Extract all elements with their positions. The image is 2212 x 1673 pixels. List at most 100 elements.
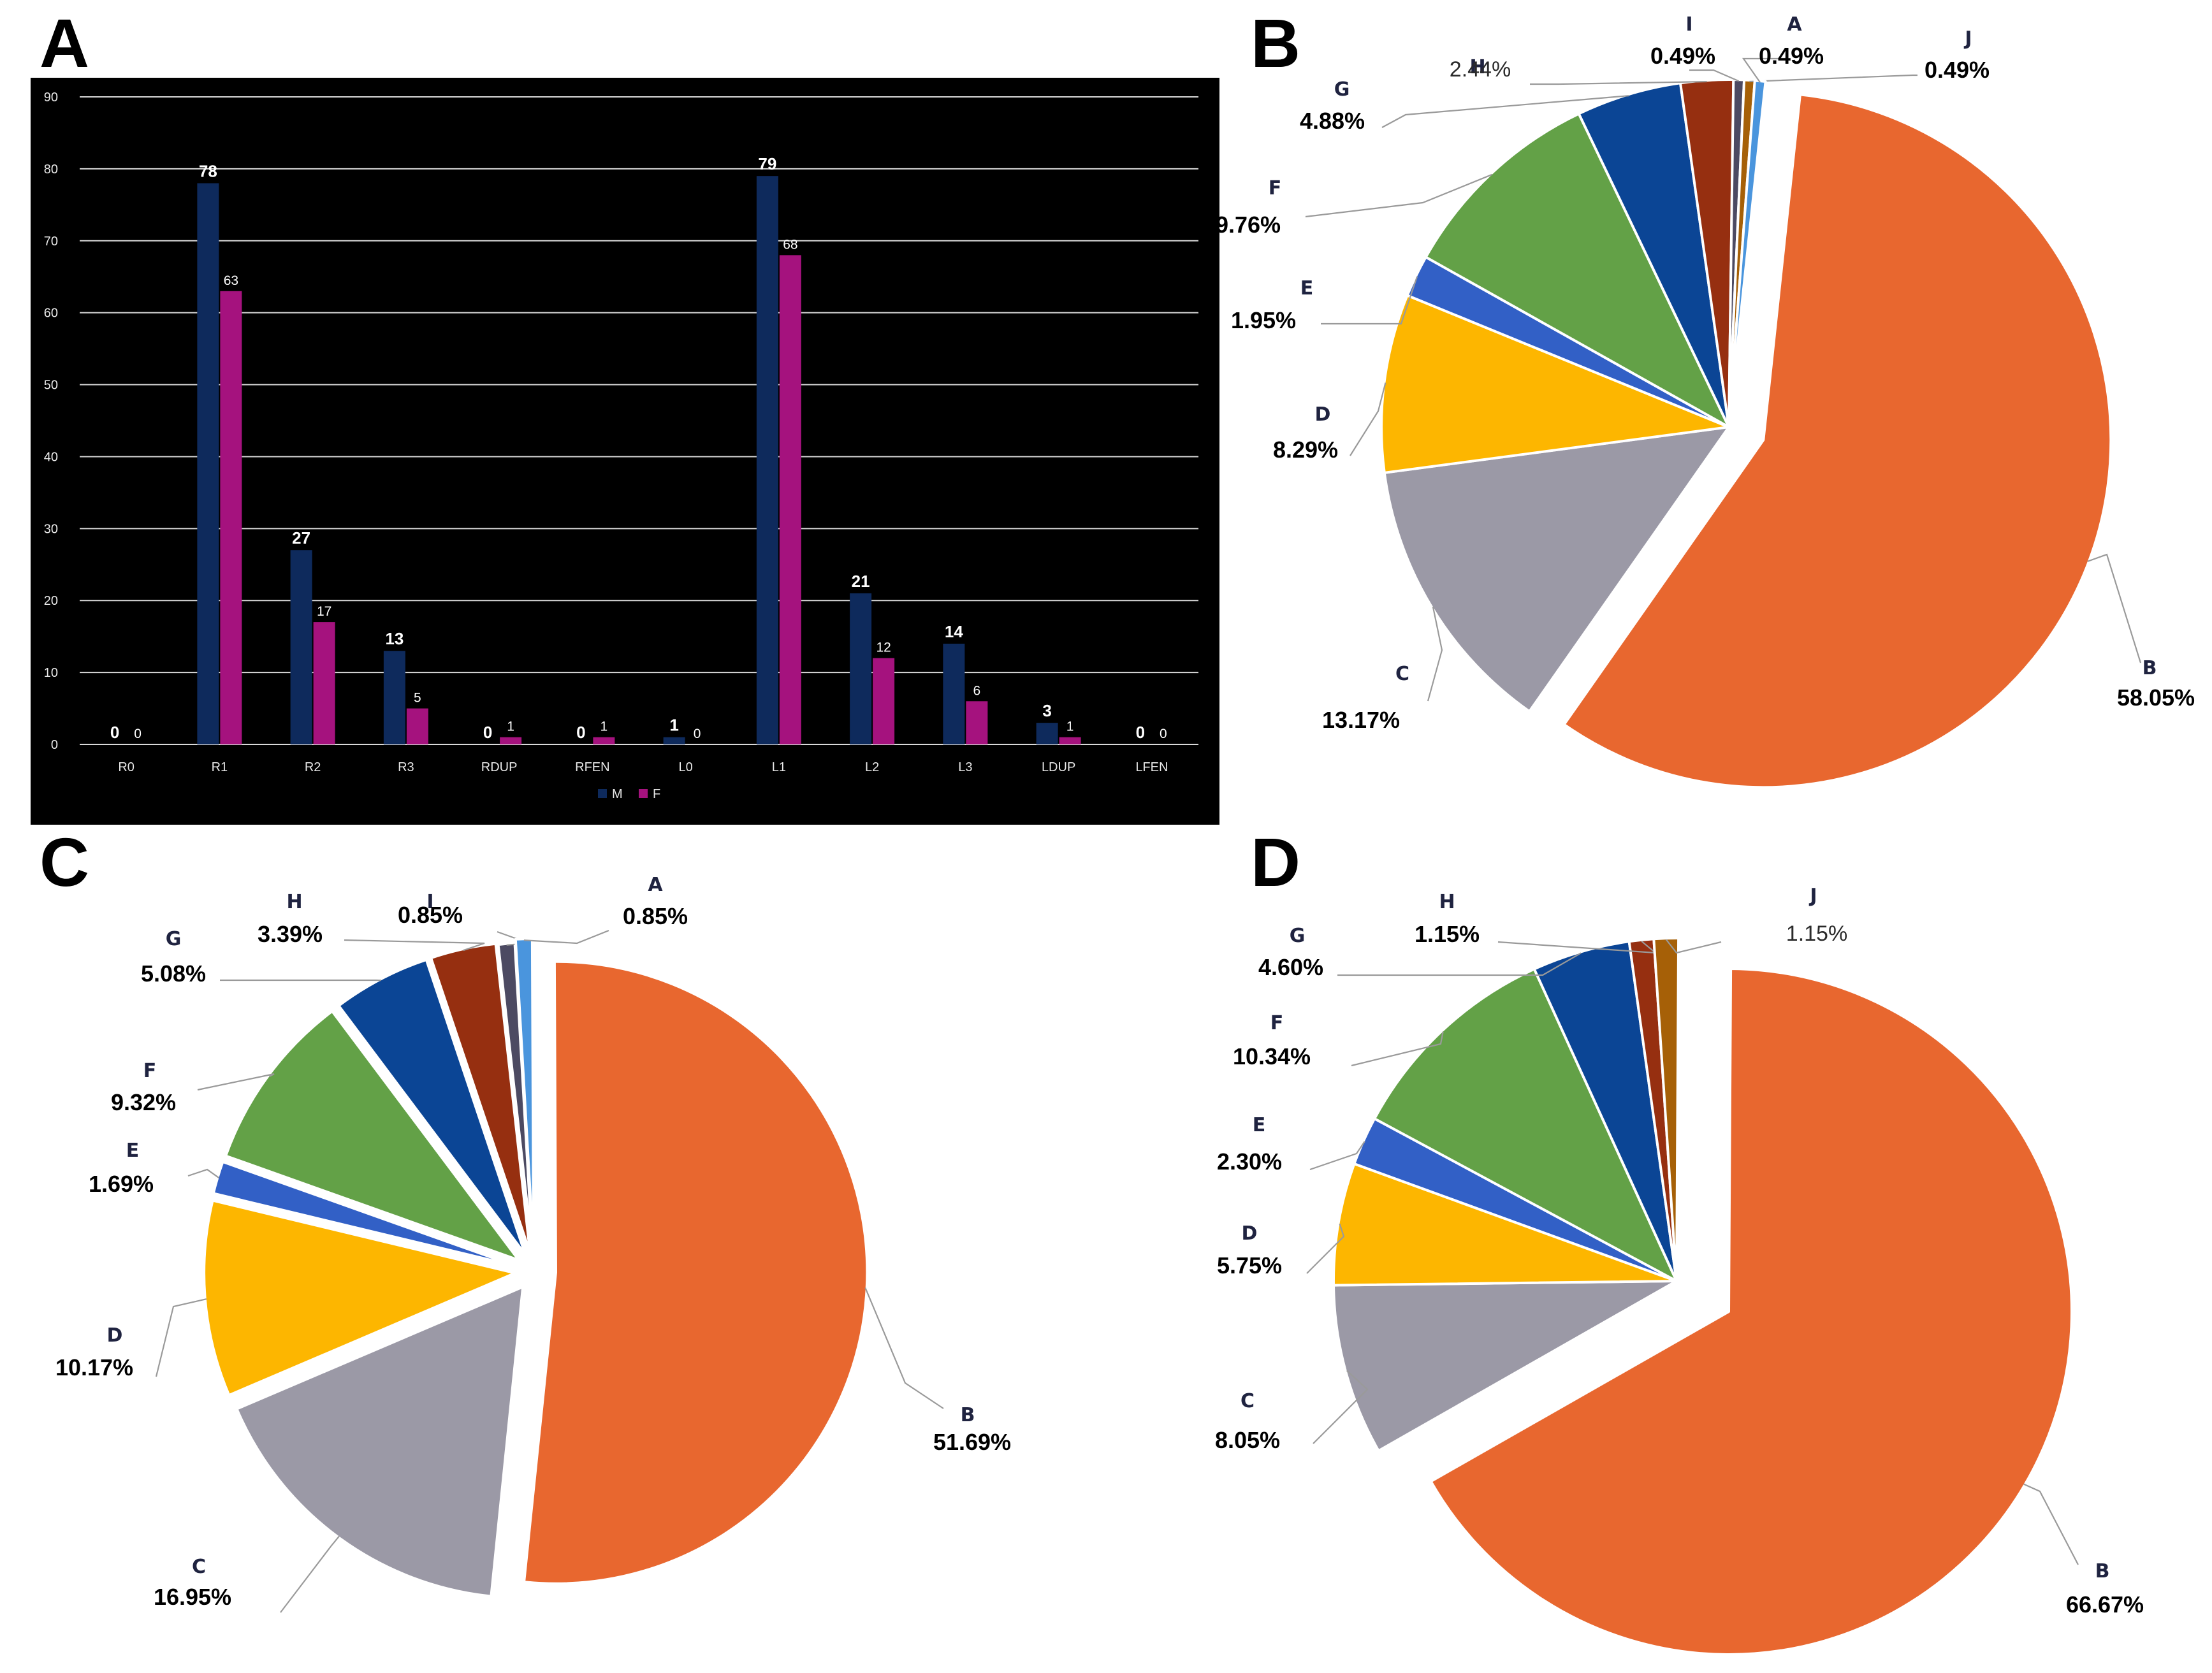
data-label-m-l2: 21 — [852, 572, 870, 591]
slice-value-b: 58.05% — [2117, 684, 2195, 711]
slice-name-c: C — [1241, 1390, 1255, 1412]
slice-value-f: 10.34% — [1233, 1043, 1311, 1069]
leader-line-j — [1665, 939, 1722, 954]
bar-m-ldup — [1036, 723, 1058, 744]
legend-swatch-f — [639, 789, 648, 798]
leader-line-e — [1321, 276, 1418, 325]
panel-letter-a: A — [40, 4, 89, 82]
data-label-m-r3: 13 — [385, 629, 404, 648]
slice-value-h: 3.39% — [258, 921, 323, 947]
slice-name-i: I — [1685, 13, 1692, 36]
bar-f-ldup — [1059, 737, 1081, 744]
leader-line-c — [280, 1535, 340, 1613]
y-tick-label: 40 — [44, 450, 58, 464]
data-label-m-l1: 79 — [758, 154, 776, 173]
bar-f-l1 — [779, 255, 801, 744]
data-label-m-r2: 27 — [292, 528, 310, 547]
leader-line-f — [1351, 1031, 1444, 1067]
panel-letter-d: D — [1251, 823, 1300, 901]
slice-name-h: H — [1439, 891, 1455, 913]
leader-line-f — [197, 1073, 275, 1091]
slice-value-b: 66.67% — [2066, 1591, 2144, 1618]
bar-f-rdup — [500, 737, 522, 744]
slice-name-b: B — [2143, 657, 2157, 679]
slice-name-f: F — [143, 1060, 157, 1082]
pie-slice-c — [1332, 1280, 1678, 1452]
slice-value-f: 9.76% — [1216, 212, 1281, 238]
leader-line-e — [1309, 1141, 1365, 1171]
slice-name-i: I — [426, 891, 433, 913]
data-label-f-l1: 68 — [783, 237, 797, 252]
leader-line-d — [1306, 1223, 1345, 1274]
pie-slice-f — [1373, 967, 1678, 1282]
leader-line-e — [187, 1168, 220, 1178]
slice-value-c: 8.05% — [1215, 1427, 1280, 1453]
slice-value-e: 1.95% — [1231, 307, 1296, 333]
pie-slice-d — [1380, 294, 1730, 474]
data-label-f-ldup: 1 — [1066, 720, 1074, 734]
pie-slice-c — [1383, 426, 1730, 713]
data-label-f-l2: 12 — [876, 641, 891, 655]
bar-f-r3 — [406, 708, 428, 744]
leader-line-g — [1381, 95, 1629, 128]
legend-swatch-m — [598, 789, 607, 798]
y-tick-label: 90 — [44, 91, 58, 105]
slice-name-b: B — [2095, 1560, 2110, 1582]
pie-slice-a — [1728, 79, 1767, 428]
slice-value-j: 0.49% — [1925, 57, 1990, 83]
data-label-m-rdup: 0 — [483, 723, 492, 742]
slice-name-e: E — [1300, 277, 1314, 300]
data-label-f-r2: 17 — [317, 604, 331, 619]
slice-value-j: 1.15% — [1786, 922, 1847, 946]
y-tick-label: 10 — [44, 666, 58, 680]
slice-name-f: F — [1270, 1012, 1284, 1034]
slice-name-f: F — [1269, 177, 1282, 199]
data-label-f-lfen: 0 — [1160, 727, 1167, 741]
bar-f-rfen — [593, 737, 615, 744]
leader-line-f — [1305, 173, 1493, 218]
pie-slice-f — [1424, 112, 1730, 428]
y-tick-label: 60 — [44, 307, 58, 321]
data-label-m-l0: 1 — [669, 716, 678, 735]
leader-line-h — [1530, 80, 1707, 85]
x-tick-label: RFEN — [575, 760, 609, 774]
bar-f-r1 — [220, 291, 242, 744]
data-label-m-ldup: 3 — [1042, 701, 1051, 720]
bar-m-l3 — [943, 643, 965, 744]
y-tick-label: 20 — [44, 594, 58, 608]
x-tick-label: L3 — [958, 760, 972, 774]
x-tick-label: L1 — [772, 760, 786, 774]
slice-value-i: 0.49% — [1650, 43, 1715, 69]
y-tick-label: 70 — [44, 235, 58, 249]
data-label-m-lfen: 0 — [1136, 723, 1145, 742]
x-tick-label: R3 — [398, 760, 414, 774]
slice-name-h: H — [286, 891, 302, 913]
legend-label-m: M — [612, 787, 623, 801]
x-tick-label: L0 — [679, 760, 693, 774]
slice-name-e: E — [126, 1140, 140, 1162]
slice-name-c: C — [1395, 663, 1409, 685]
legend-label-f: F — [653, 787, 660, 801]
slice-name-g: G — [1334, 78, 1350, 101]
pie-slice-j — [1652, 936, 1680, 1282]
leader-line-d — [1350, 382, 1386, 456]
slice-name-b: B — [961, 1404, 975, 1426]
data-label-m-l3: 14 — [945, 622, 963, 641]
slice-value-g: 4.60% — [1258, 954, 1323, 980]
x-tick-label: R0 — [118, 760, 135, 774]
pie-slice-b — [523, 960, 869, 1585]
leader-line-b — [2087, 553, 2142, 663]
panel-letter-c: C — [40, 823, 89, 901]
pie-slice-g — [337, 958, 527, 1256]
x-tick-label: R1 — [212, 760, 228, 774]
leader-line-b — [2023, 1483, 2079, 1565]
slice-value-b: 51.69% — [933, 1429, 1011, 1455]
bar-m-l1 — [756, 176, 778, 745]
leader-line-j — [1749, 74, 1917, 83]
slice-name-a: A — [648, 874, 663, 896]
data-label-m-rfen: 0 — [576, 723, 585, 742]
slice-name-g: G — [166, 928, 182, 950]
slice-name-e: E — [1253, 1114, 1266, 1136]
